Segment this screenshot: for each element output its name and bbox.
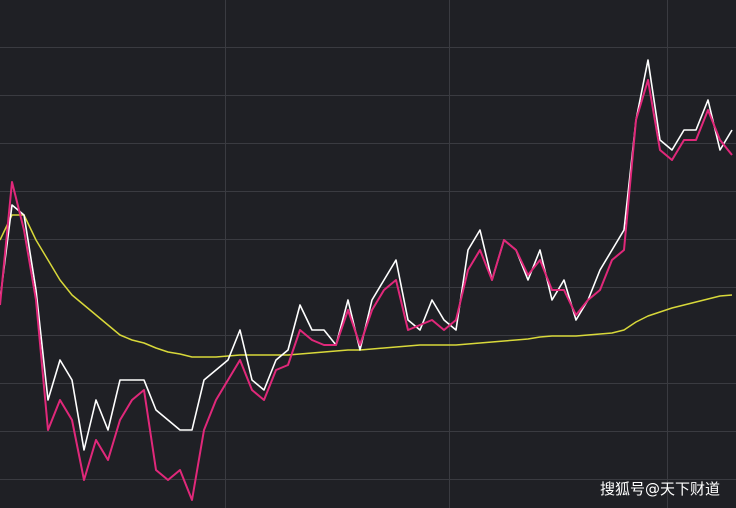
watermark: 搜狐号@天下财道 bbox=[600, 480, 720, 498]
price-line bbox=[0, 59, 733, 451]
price-line bbox=[0, 214, 733, 358]
price-line bbox=[0, 79, 733, 501]
